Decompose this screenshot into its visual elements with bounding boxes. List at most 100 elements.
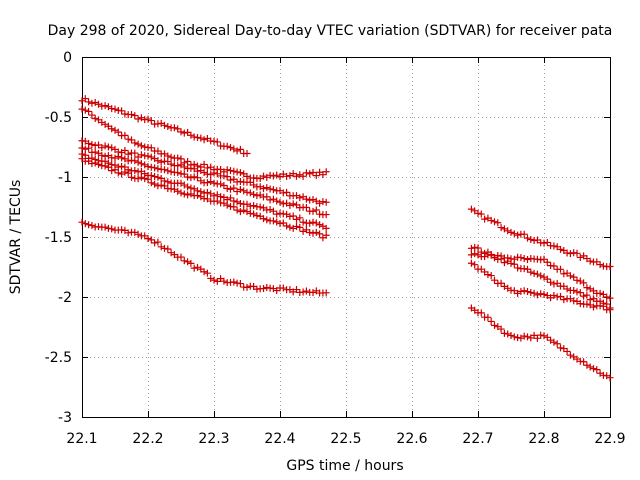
data-point xyxy=(227,185,234,193)
data-point xyxy=(557,344,564,352)
data-point xyxy=(260,185,267,193)
data-point xyxy=(507,228,515,236)
grid-layer xyxy=(82,57,610,417)
data-point xyxy=(246,189,254,197)
data-point xyxy=(570,273,578,281)
data-point xyxy=(309,218,317,226)
data-point xyxy=(210,192,218,200)
data-point xyxy=(537,272,545,280)
data-point xyxy=(131,167,139,175)
data-point xyxy=(583,300,591,308)
data-point xyxy=(606,262,614,270)
data-point xyxy=(170,124,178,132)
data-point xyxy=(273,197,281,205)
data-point xyxy=(220,182,228,190)
data-point xyxy=(147,171,155,179)
data-point xyxy=(269,195,277,203)
y-tick-label: -3 xyxy=(58,410,72,426)
data-point xyxy=(210,179,218,187)
data-point xyxy=(124,229,132,237)
data-point xyxy=(471,261,479,269)
data-point xyxy=(151,173,159,181)
data-point xyxy=(197,188,205,196)
data-point xyxy=(322,289,330,297)
data-point xyxy=(309,169,317,177)
data-point xyxy=(131,157,139,165)
data-point xyxy=(550,338,558,346)
data-point xyxy=(322,224,330,232)
tick-layer xyxy=(82,57,611,418)
data-point xyxy=(302,203,310,211)
data-point xyxy=(550,242,558,250)
y-tick-label: -1 xyxy=(58,170,72,186)
data-point xyxy=(161,177,168,185)
data-point xyxy=(217,180,225,188)
data-point xyxy=(586,257,594,265)
data-point xyxy=(134,158,142,166)
series-satellite-6 xyxy=(78,150,614,314)
series-satellite-1 xyxy=(78,95,251,158)
data-point xyxy=(557,265,564,273)
data-point xyxy=(474,209,482,217)
data-point xyxy=(184,183,192,191)
data-point xyxy=(144,115,152,123)
data-point xyxy=(309,195,317,203)
data-point xyxy=(316,199,324,207)
data-point xyxy=(246,209,254,217)
data-point xyxy=(603,293,611,301)
data-point xyxy=(309,288,317,296)
data-point xyxy=(190,173,198,181)
data-point xyxy=(517,287,525,295)
data-point xyxy=(487,272,495,280)
data-point xyxy=(573,249,581,257)
data-point xyxy=(144,235,152,243)
data-point xyxy=(322,198,330,206)
data-point xyxy=(243,208,251,216)
data-point xyxy=(91,148,99,156)
data-point xyxy=(207,274,215,282)
data-point xyxy=(124,135,132,143)
data-point xyxy=(279,284,287,292)
data-point xyxy=(484,313,492,321)
x-tick-label: 22.6 xyxy=(396,431,427,447)
data-point xyxy=(200,136,208,144)
data-point xyxy=(108,144,116,152)
data-point xyxy=(474,244,482,252)
data-point xyxy=(606,374,614,382)
data-point xyxy=(583,284,591,292)
data-point xyxy=(114,163,122,171)
data-point xyxy=(543,275,551,283)
data-point xyxy=(223,184,231,192)
data-point xyxy=(527,289,535,297)
data-point xyxy=(590,303,597,311)
data-point xyxy=(302,195,310,203)
data-point xyxy=(233,147,241,155)
data-point xyxy=(128,173,135,181)
data-point xyxy=(227,167,234,175)
data-point xyxy=(187,131,195,139)
data-point xyxy=(302,169,310,177)
data-point xyxy=(596,289,604,297)
data-point xyxy=(487,216,495,224)
data-point xyxy=(250,190,258,198)
data-point xyxy=(154,157,162,165)
data-point xyxy=(203,164,211,172)
y-tick-label: -2 xyxy=(58,290,72,306)
x-tick-label: 22.4 xyxy=(264,431,295,447)
data-point xyxy=(309,229,317,237)
data-point xyxy=(236,145,244,153)
data-point xyxy=(543,238,551,246)
data-point xyxy=(144,152,152,160)
data-point xyxy=(547,278,555,286)
data-point xyxy=(293,222,300,230)
data-point xyxy=(187,184,195,192)
data-point xyxy=(108,125,116,133)
data-point xyxy=(167,160,175,168)
data-point xyxy=(524,256,531,264)
data-point xyxy=(203,269,211,277)
data-point xyxy=(296,171,304,179)
data-point xyxy=(312,219,320,227)
data-point xyxy=(184,157,192,165)
data-point xyxy=(273,171,281,179)
data-point xyxy=(243,188,251,196)
